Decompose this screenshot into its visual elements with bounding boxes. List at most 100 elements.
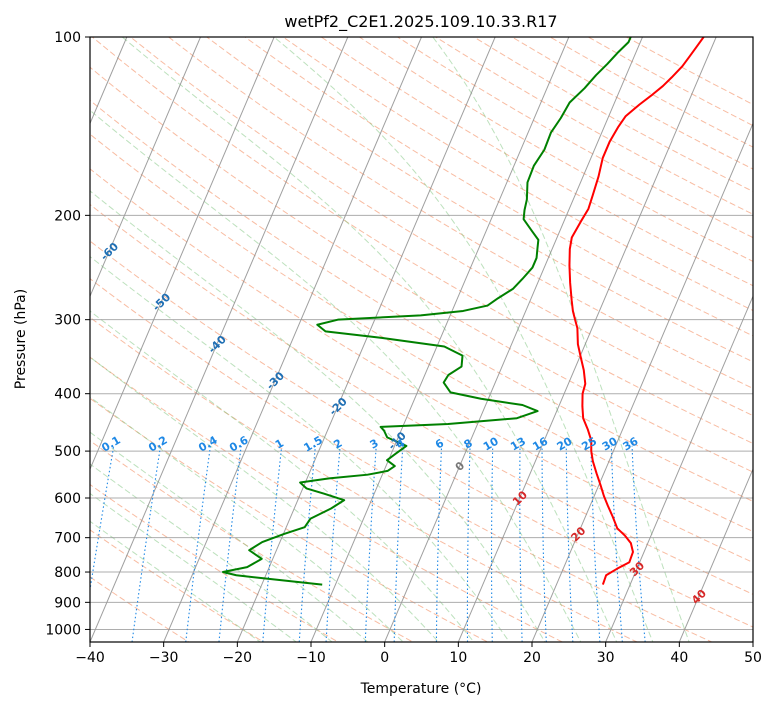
- isobars: [90, 37, 753, 630]
- moist-adiabat-line: [90, 492, 298, 642]
- y-tick-label: 700: [54, 531, 81, 547]
- dry-adiabat-line: [244, 37, 753, 337]
- isotherm-line: [752, 640, 753, 642]
- dry-adiabat-line: [434, 37, 753, 215]
- dry-adiabat-line: [90, 278, 713, 642]
- isotherm-label: -50: [150, 290, 173, 313]
- x-tick-label: 10: [449, 650, 467, 666]
- y-tick-label: 200: [54, 208, 81, 224]
- y-tick-label: 300: [54, 313, 81, 329]
- mixing-ratio-labels: 0.1 0.2 0.4 0.6 1 1.5 2 3 4 6 8 10 13 16 20 25 30 36: [99, 433, 640, 454]
- mixing-ratio-line: [298, 445, 316, 642]
- dry-adiabat-line: [90, 203, 753, 595]
- dry-adiabat-line: [91, 37, 753, 445]
- dry-adiabat-line: [129, 37, 753, 417]
- mixing-ratio-line: [631, 445, 646, 642]
- x-tick-label: −10: [296, 650, 326, 666]
- isotherm-line: [605, 295, 753, 642]
- mixing-ratio-line: [541, 445, 547, 642]
- moist-adiabat-line: [90, 190, 546, 642]
- isotherm-label: 20: [568, 524, 588, 544]
- dry-adiabat-line: [90, 168, 753, 563]
- mixing-ratio-line: [565, 445, 574, 642]
- isotherm-label: 10: [510, 488, 530, 508]
- moist-adiabat-line: [90, 431, 369, 642]
- dry-adiabat-line: [90, 576, 190, 642]
- moist-adiabat-line: [90, 463, 333, 642]
- mixing-ratio-line: [519, 445, 523, 642]
- dry-adiabat-line: [205, 37, 753, 363]
- x-axis: −40 −30 −20 −10 0 10 20 30 40 50: [75, 642, 762, 666]
- isotherm-line: [163, 37, 422, 642]
- y-axis-title: Pressure (hPa): [13, 289, 29, 389]
- dry-adiabat-line: [90, 483, 340, 642]
- temperature-series-line: [568, 37, 705, 585]
- x-tick-label: −30: [149, 650, 179, 666]
- x-tick-label: −20: [223, 650, 253, 666]
- y-tick-label: 1000: [45, 622, 81, 638]
- mixing-ratio-line: [262, 445, 283, 642]
- dry-adiabat-line: [90, 66, 753, 473]
- x-tick-label: −40: [75, 650, 105, 666]
- plot-frame: [89, 36, 754, 643]
- mixing-ratio-line: [185, 445, 211, 642]
- y-tick-label: 600: [54, 491, 81, 507]
- isotherm-label: -40: [206, 333, 229, 356]
- x-tick-label: 20: [523, 650, 541, 666]
- x-tick-label: 0: [380, 650, 389, 666]
- x-tick-label: 30: [597, 650, 615, 666]
- moist-adiabat-line: [90, 520, 262, 642]
- mixing-ratio-line: [393, 445, 404, 642]
- series-layer: [221, 37, 705, 586]
- dry-adiabat-line: [90, 440, 414, 642]
- chart-title: wetPf2_C2E1.2025.109.10.33.R17: [284, 12, 557, 32]
- mixing-ratio-line: [364, 445, 377, 642]
- y-tick-label: 500: [54, 444, 81, 460]
- isotherm-label: -20: [327, 395, 350, 418]
- dry-adiabat-line: [396, 37, 753, 239]
- isotherm-line: [457, 37, 717, 642]
- mixing-ratio-label: 6: [433, 436, 446, 451]
- isotherm-line: [384, 37, 643, 642]
- mixing-ratio-lines: [90, 445, 646, 642]
- mixing-ratio-line: [90, 445, 115, 594]
- dry-adiabat-line: [472, 37, 753, 193]
- y-tick-label: 900: [54, 595, 81, 611]
- dry-adiabat-line: [90, 356, 564, 642]
- mixing-ratio-line: [131, 445, 162, 642]
- isotherm-label: -60: [98, 240, 121, 263]
- isotherm-line: [90, 37, 275, 471]
- dry-adiabat-line: [358, 37, 753, 262]
- dry-adiabat-line: [90, 529, 265, 642]
- mixing-ratio-line: [491, 445, 494, 642]
- isotherm-line: [531, 122, 753, 642]
- x-tick-label: 40: [670, 650, 688, 666]
- mixing-ratio-line: [590, 445, 601, 642]
- dry-adiabat-line: [320, 37, 753, 287]
- isotherm-line: [678, 467, 753, 642]
- isotherm-line: [90, 37, 201, 298]
- isotherm-line: [90, 37, 349, 642]
- isotherm-label: 0: [453, 459, 468, 474]
- dry-adiabats: [90, 37, 753, 642]
- y-tick-label: 800: [54, 565, 81, 581]
- moist-adiabat-line: [90, 310, 475, 642]
- isotherm-label: 40: [689, 587, 709, 607]
- dry-adiabat-line: [167, 37, 753, 389]
- mixing-ratio-line: [610, 445, 623, 642]
- isotherm-line: [236, 37, 496, 642]
- mixing-ratio-line: [218, 445, 242, 642]
- mixing-ratio-line: [435, 445, 443, 642]
- isotherm-line: [310, 37, 570, 642]
- moist-adiabat-line: [432, 37, 690, 642]
- moist-adiabats: [90, 37, 690, 642]
- mixing-ratio-line: [325, 445, 341, 642]
- moist-adiabat-line: [121, 37, 618, 642]
- dry-adiabat-line: [90, 397, 489, 642]
- isotherm-label: -80: [0, 151, 12, 174]
- isotherm-label: -30: [264, 369, 287, 392]
- y-axis: 100 200 300 400 500 600 700 800 900 1000: [45, 30, 90, 638]
- moist-adiabat-line: [273, 37, 654, 642]
